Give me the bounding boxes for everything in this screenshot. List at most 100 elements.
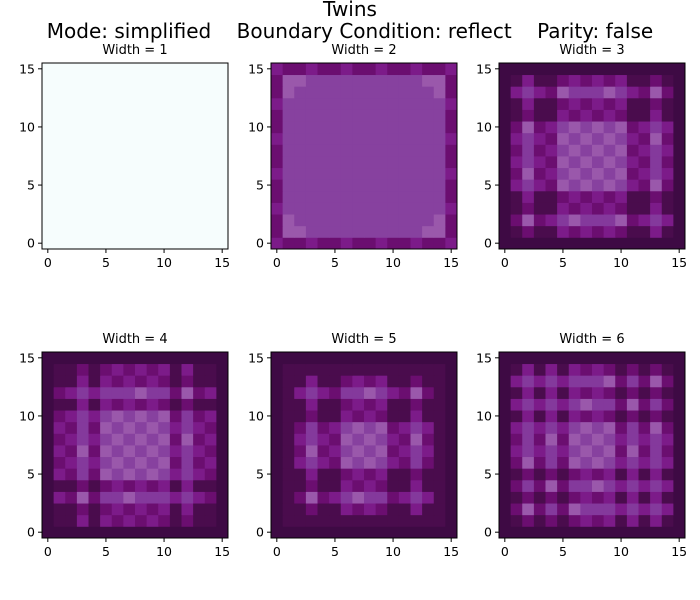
heatmap-cell	[603, 503, 616, 516]
heatmap-cell	[100, 456, 113, 469]
heatmap-cell	[42, 468, 55, 481]
figure-subtitle: Mode: simplified Boundary Condition: ref…	[46, 19, 654, 43]
heatmap-cell	[592, 179, 605, 192]
heatmap-cell	[650, 214, 663, 227]
heatmap-cell	[557, 202, 570, 215]
heatmap-cell	[650, 410, 663, 423]
heatmap-cell	[135, 456, 148, 469]
heatmap-cell	[650, 433, 663, 446]
heatmap-cell	[398, 156, 411, 169]
heatmap-cell	[626, 386, 639, 399]
panel-title: Width = 2	[331, 43, 396, 58]
heatmap-cell	[364, 398, 377, 411]
y-tick-label: 0	[256, 236, 264, 251]
heatmap-cell	[76, 456, 89, 469]
y-tick-label: 10	[476, 408, 492, 423]
heatmap-cell	[650, 225, 663, 238]
heatmap-cell	[88, 445, 101, 458]
heatmap-cell	[193, 144, 206, 157]
heatmap-cell	[557, 514, 570, 527]
heatmap-cell	[398, 375, 411, 388]
heatmap-cell	[568, 74, 581, 87]
heatmap-cell	[387, 410, 400, 423]
heatmap-cell	[568, 225, 581, 238]
heatmap-cell	[433, 503, 446, 516]
heatmap-cell	[158, 433, 171, 446]
heatmap-cell	[100, 398, 113, 411]
heatmap-cell	[445, 190, 458, 203]
heatmap-cell	[673, 410, 686, 423]
heatmap-cell	[282, 202, 295, 215]
heatmap-cell	[661, 214, 674, 227]
heatmap-cell	[65, 421, 78, 434]
heatmap-cell	[146, 121, 159, 134]
heatmap-cell	[204, 86, 217, 99]
heatmap-cell	[510, 468, 523, 481]
heatmap-cell	[204, 410, 217, 423]
heatmap-cell	[135, 86, 148, 99]
axes-frame	[41, 62, 229, 250]
heatmap-cell	[100, 86, 113, 99]
heatmap-cell	[615, 375, 628, 388]
heatmap-cell	[204, 156, 217, 169]
heatmap-cell	[387, 190, 400, 203]
heatmap-cell	[111, 468, 124, 481]
heatmap-cell	[53, 202, 66, 215]
heatmap-cell	[65, 514, 78, 527]
heatmap-cell	[592, 74, 605, 87]
heatmap-cell	[673, 503, 686, 516]
heatmap-cell	[181, 167, 194, 180]
heatmap-cell	[557, 156, 570, 169]
heatmap-cell	[146, 144, 159, 157]
heatmap-cell	[123, 225, 136, 238]
heatmap-cell	[650, 526, 663, 539]
heatmap-cell	[111, 491, 124, 504]
heatmap-cell	[638, 63, 651, 76]
heatmap-cell	[42, 74, 55, 87]
heatmap-cell	[135, 109, 148, 122]
heatmap-cell	[568, 167, 581, 180]
heatmap-cell	[158, 86, 171, 99]
heatmap-cell	[615, 398, 628, 411]
heatmap-cell	[329, 144, 342, 157]
heatmap-cell	[445, 63, 458, 76]
heatmap-cell	[615, 156, 628, 169]
heatmap-cell	[352, 179, 365, 192]
heatmap-cell	[557, 479, 570, 492]
heatmap-cell	[216, 363, 229, 376]
heatmap-cell	[650, 363, 663, 376]
heatmap-cell	[216, 386, 229, 399]
heatmap-cell	[42, 109, 55, 122]
heatmap-cell	[638, 202, 651, 215]
y-tick-label: 5	[27, 467, 35, 482]
heatmap-cell	[146, 352, 159, 365]
heatmap-cell	[42, 86, 55, 99]
heatmap-cell	[661, 190, 674, 203]
heatmap-cell	[158, 526, 171, 539]
heatmap-cell	[522, 179, 535, 192]
heatmap-cell	[146, 179, 159, 192]
heatmap-cell	[352, 202, 365, 215]
heatmap-cell	[135, 433, 148, 446]
heatmap-cell	[375, 363, 388, 376]
heatmap-cell	[533, 445, 546, 458]
heatmap-cell	[650, 97, 663, 110]
heatmap-cell	[580, 398, 593, 411]
heatmap-cell	[375, 237, 388, 250]
heatmap-cell	[410, 514, 423, 527]
heatmap-cell	[650, 202, 663, 215]
heatmap-cell	[271, 132, 284, 145]
heatmap-cell	[626, 214, 639, 227]
heatmap-cell	[204, 456, 217, 469]
heatmap-cell	[193, 109, 206, 122]
heatmap-cell	[329, 363, 342, 376]
heatmap-cell	[204, 167, 217, 180]
heatmap-cell	[387, 237, 400, 250]
heatmap-cell	[65, 202, 78, 215]
heatmap-cell	[216, 375, 229, 388]
heatmap-cell	[123, 121, 136, 134]
heatmap-cell	[158, 386, 171, 399]
heatmap-cell	[123, 526, 136, 539]
heatmap-cell	[375, 433, 388, 446]
heatmap-cell	[340, 237, 353, 250]
